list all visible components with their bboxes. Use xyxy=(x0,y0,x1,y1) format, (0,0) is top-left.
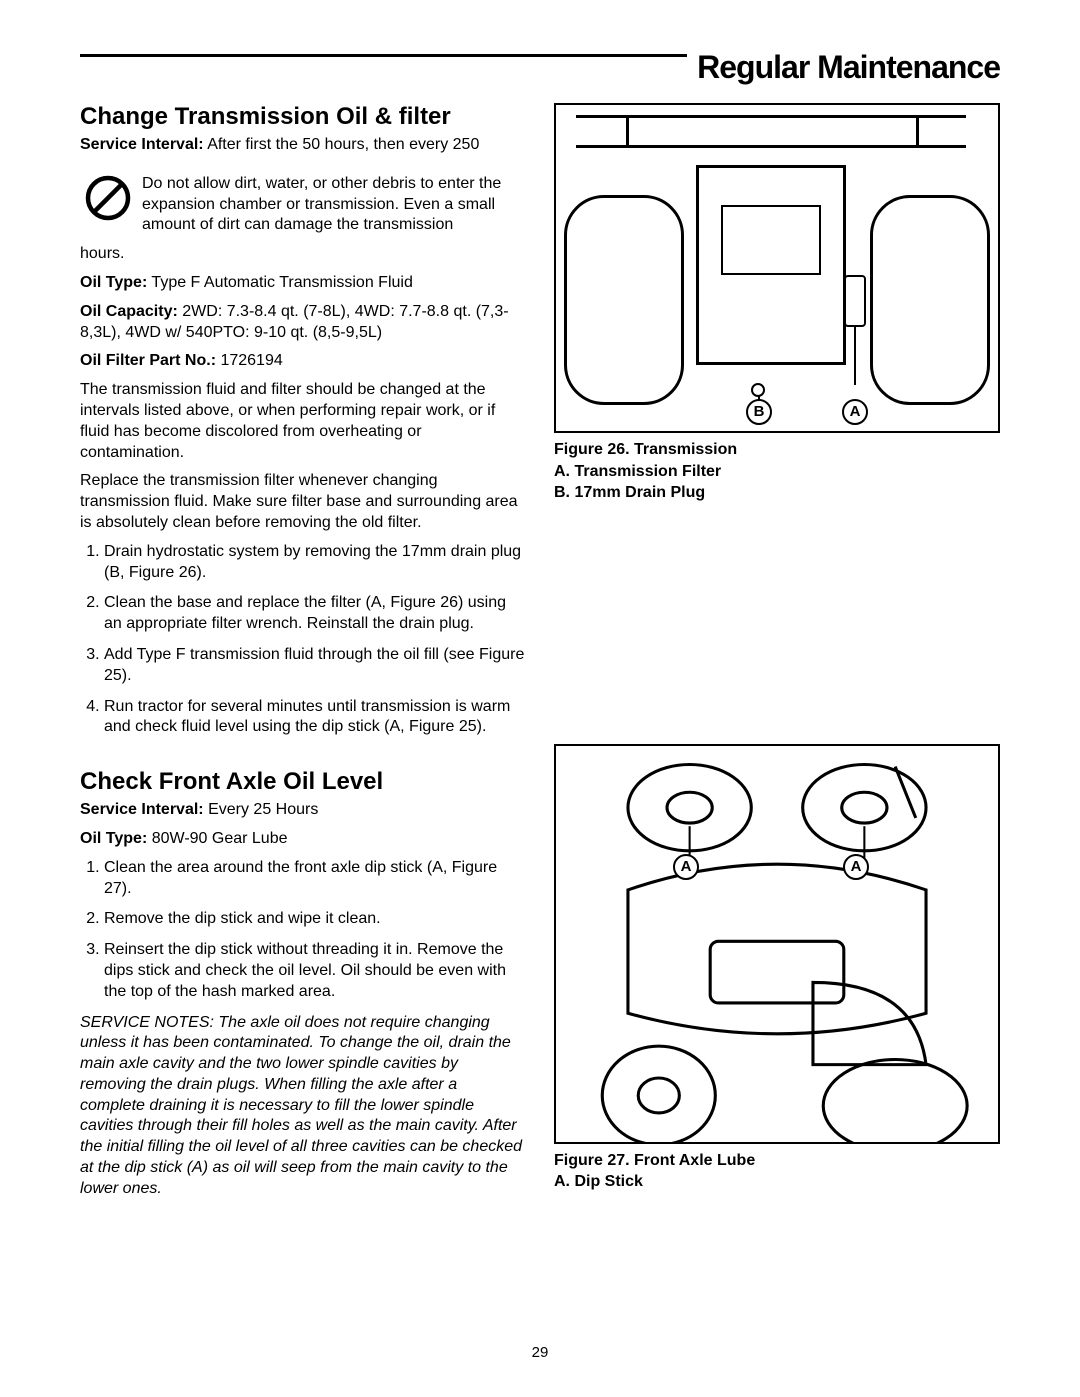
tire-left-icon xyxy=(564,195,684,405)
front-axle-svg-icon xyxy=(556,746,998,1144)
tire-right-icon xyxy=(870,195,990,405)
section1-para1: The transmission fluid and filter should… xyxy=(80,380,526,463)
service-notes: SERVICE NOTES: The axle oil does not req… xyxy=(80,1013,526,1200)
hours-text: hours. xyxy=(80,244,526,265)
step: Drain hydrostatic system by removing the… xyxy=(104,542,526,584)
spacer xyxy=(554,534,1000,744)
section2-interval: Service Interval: Every 25 Hours xyxy=(80,800,526,821)
oiltype-line: Oil Type: Type F Automatic Transmission … xyxy=(80,273,526,294)
right-column: B A Figure 26. Transmission A. Transmiss… xyxy=(554,103,1000,1223)
filterno-text: 1726194 xyxy=(216,352,283,369)
callout-b: B xyxy=(746,399,772,425)
capacity-line: Oil Capacity: 2WD: 7.3-8.4 qt. (7-8L), 4… xyxy=(80,302,526,344)
interval-label: Service Interval: xyxy=(80,801,204,818)
warning-block: Do not allow dirt, water, or other debri… xyxy=(84,174,526,236)
caption-line: B. 17mm Drain Plug xyxy=(554,482,1000,504)
section2-steps: Clean the area around the front axle dip… xyxy=(80,858,526,1003)
interval-text: After first the 50 hours, then every 250 xyxy=(204,136,480,153)
frame-line xyxy=(916,115,919,145)
capacity-label: Oil Capacity: xyxy=(80,303,178,320)
callout-a: A xyxy=(843,854,869,880)
warning-text: Do not allow dirt, water, or other debri… xyxy=(142,174,526,236)
step: Clean the area around the front axle dip… xyxy=(104,858,526,900)
figure-27-caption: Figure 27. Front Axle Lube A. Dip Stick xyxy=(554,1150,1000,1193)
filterno-label: Oil Filter Part No.: xyxy=(80,352,216,369)
figure-27-illustration: A A xyxy=(554,744,1000,1144)
left-column: Change Transmission Oil & filter Service… xyxy=(80,103,526,1223)
section2-oiltype: Oil Type: 80W-90 Gear Lube xyxy=(80,829,526,850)
interval-text: Every 25 Hours xyxy=(204,801,319,818)
caption-line: Figure 26. Transmission xyxy=(554,439,1000,461)
step: Reinsert the dip stick without threading… xyxy=(104,940,526,1002)
section1-heading: Change Transmission Oil & filter xyxy=(80,103,526,131)
filterno-line: Oil Filter Part No.: 1726194 xyxy=(80,351,526,372)
oiltype-text: Type F Automatic Transmission Fluid xyxy=(147,274,413,291)
oiltype-label: Oil Type: xyxy=(80,830,147,847)
step: Add Type F transmission fluid through th… xyxy=(104,645,526,687)
leader-line xyxy=(854,327,856,385)
two-column-layout: Change Transmission Oil & filter Service… xyxy=(80,103,1000,1223)
prohibit-icon xyxy=(84,174,132,222)
callout-a: A xyxy=(673,854,699,880)
step: Run tractor for several minutes until tr… xyxy=(104,697,526,739)
figure-26-caption: Figure 26. Transmission A. Transmission … xyxy=(554,439,1000,504)
callout-a: A xyxy=(842,399,868,425)
page-number: 29 xyxy=(0,1344,1080,1361)
figure-26-illustration: B A xyxy=(554,103,1000,433)
interval-label: Service Interval: xyxy=(80,136,204,153)
transmission-inner-icon xyxy=(721,205,821,275)
caption-line: A. Transmission Filter xyxy=(554,461,1000,483)
section1-para2: Replace the transmission filter whenever… xyxy=(80,471,526,533)
page-header-title: Regular Maintenance xyxy=(687,49,1000,86)
step: Remove the dip stick and wipe it clean. xyxy=(104,909,526,930)
header-rule: Regular Maintenance xyxy=(80,54,1000,57)
section2-heading: Check Front Axle Oil Level xyxy=(80,768,526,796)
section1-interval: Service Interval: After first the 50 hou… xyxy=(80,135,526,156)
step: Clean the base and replace the filter (A… xyxy=(104,593,526,635)
caption-line: Figure 27. Front Axle Lube xyxy=(554,1150,1000,1172)
frame-line xyxy=(576,145,966,148)
oiltype-label: Oil Type: xyxy=(80,274,147,291)
oil-filter-icon xyxy=(844,275,866,327)
oiltype-text: 80W-90 Gear Lube xyxy=(147,830,287,847)
manual-page: Regular Maintenance Change Transmission … xyxy=(0,0,1080,1397)
frame-line xyxy=(576,115,966,118)
section1-steps: Drain hydrostatic system by removing the… xyxy=(80,542,526,738)
caption-line: A. Dip Stick xyxy=(554,1171,1000,1193)
frame-line xyxy=(626,115,629,145)
